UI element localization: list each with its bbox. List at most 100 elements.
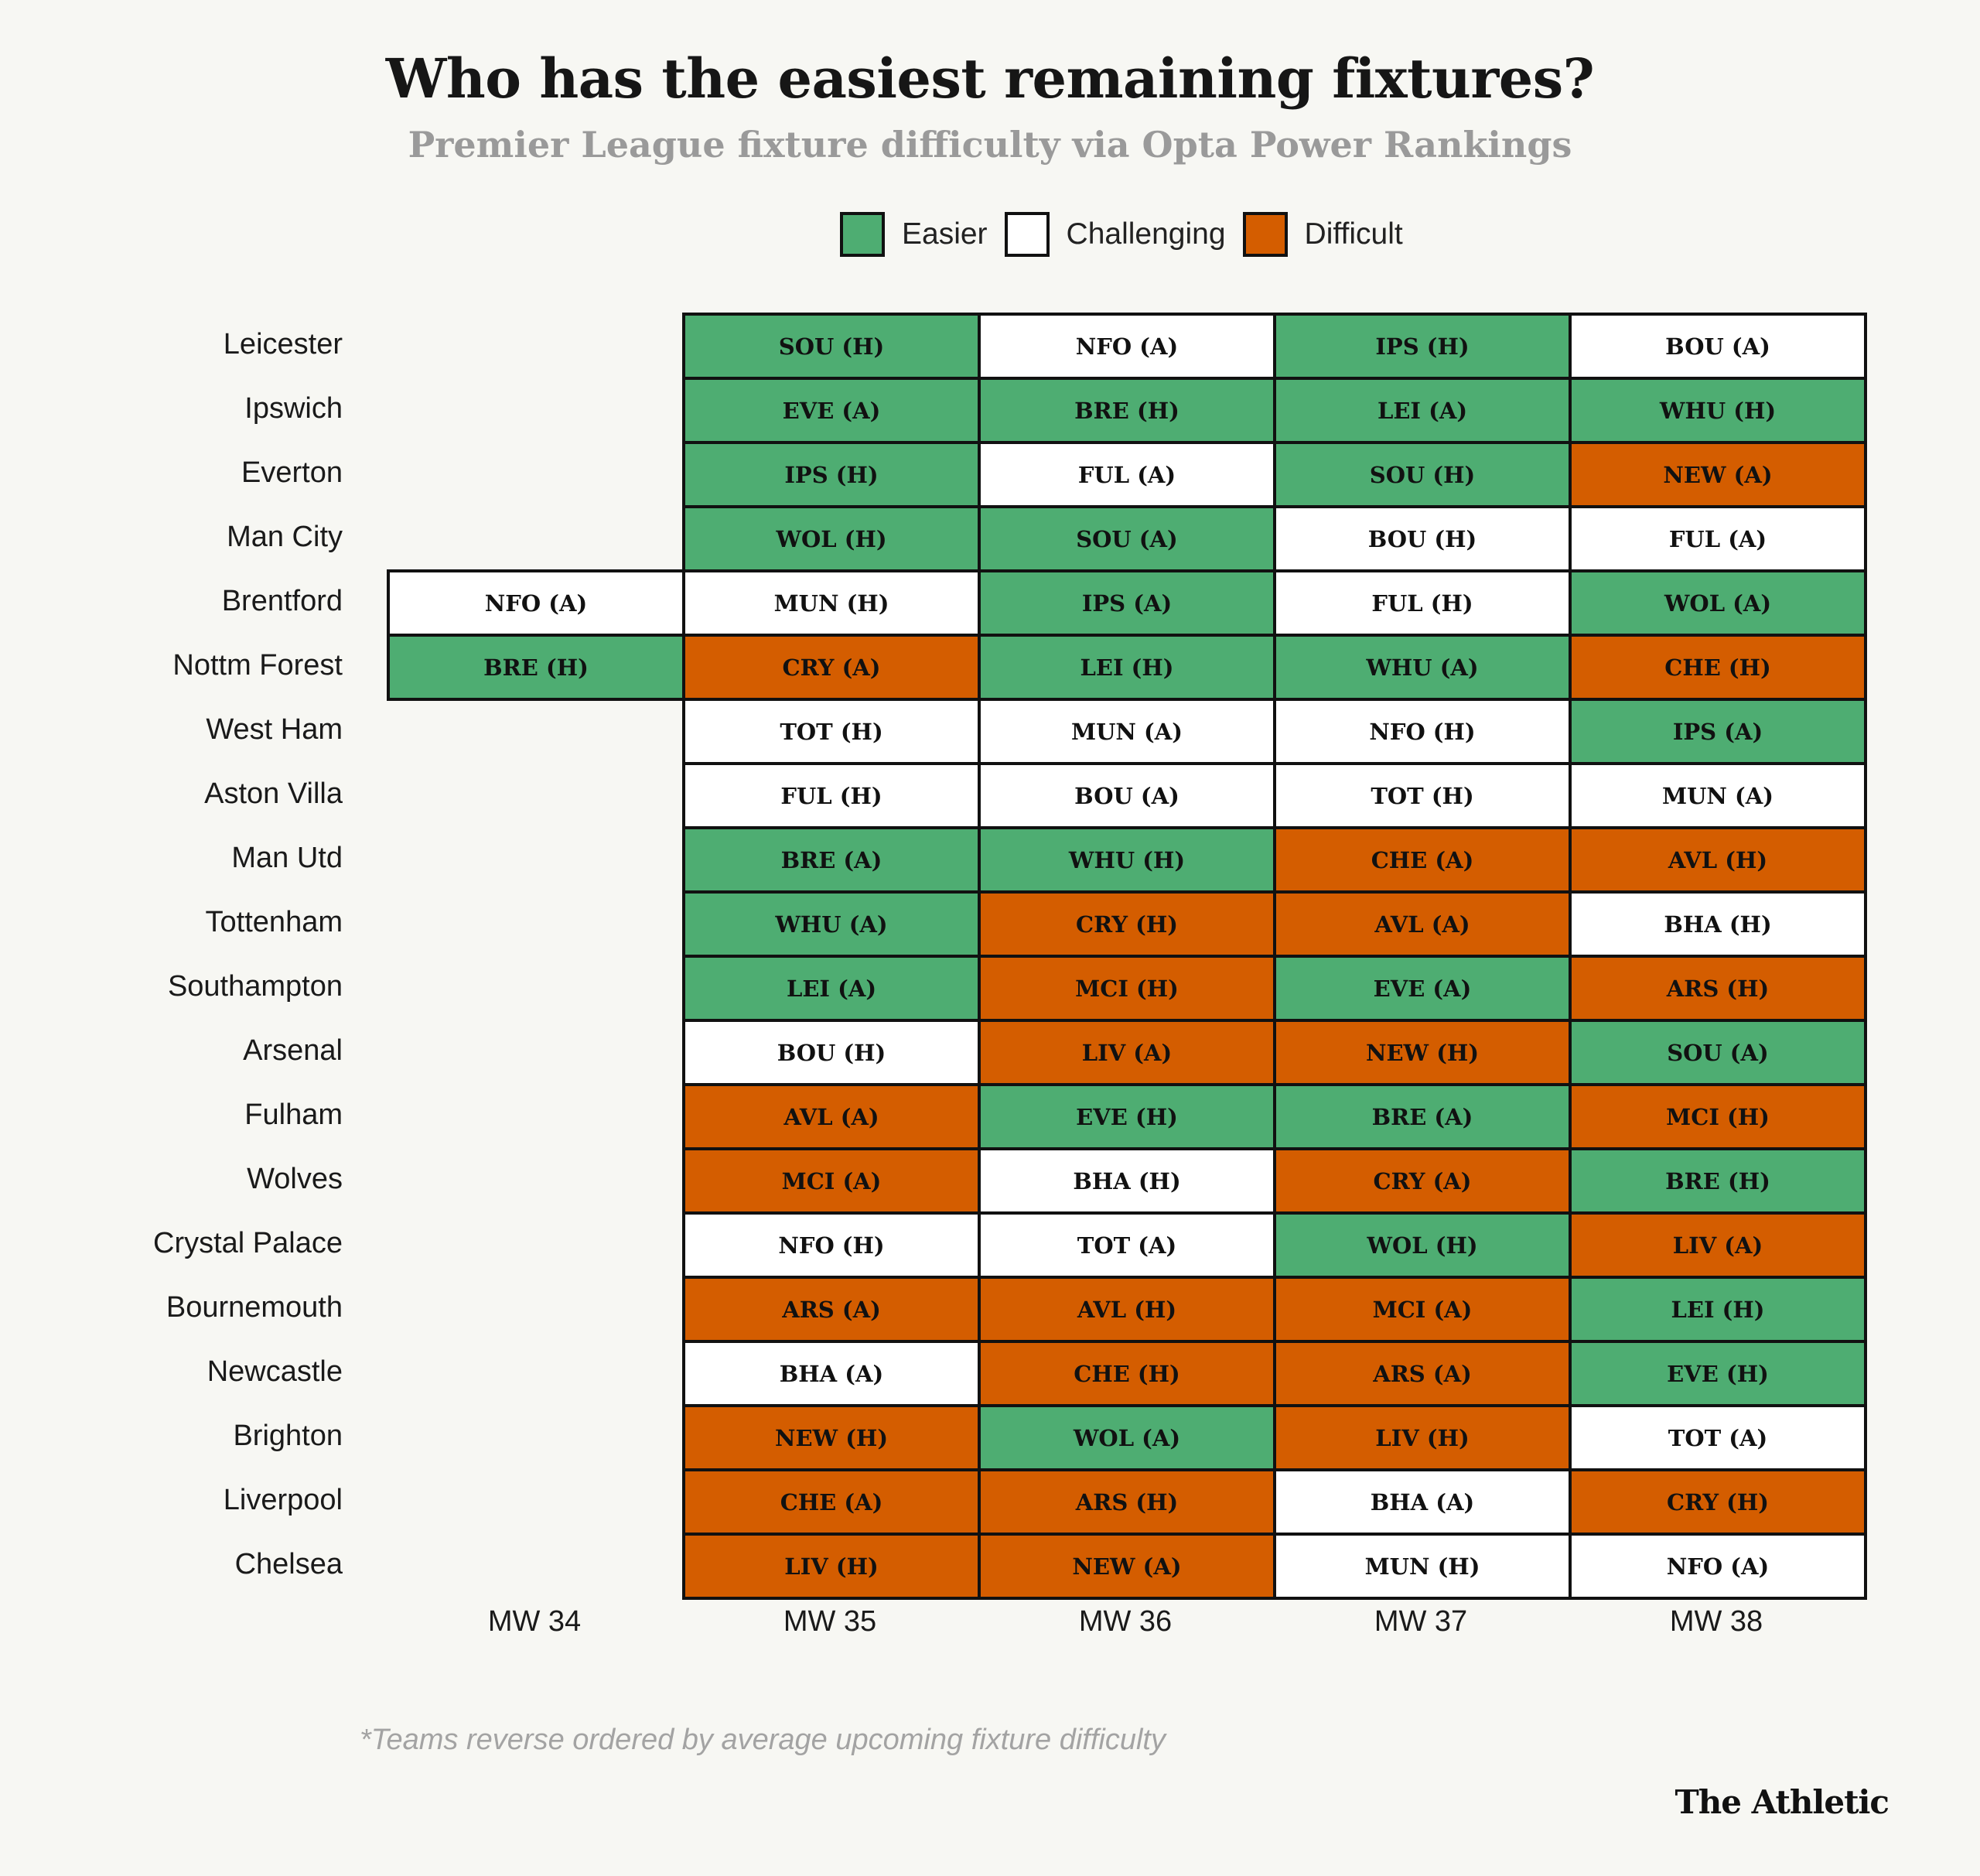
team-label: Leicester — [223, 328, 343, 361]
fixture-cell: MCI (A) — [1273, 1276, 1572, 1343]
fixture-cell: NFO (H) — [682, 1211, 981, 1279]
fixture-cell: MUN (H) — [1273, 1533, 1572, 1600]
matchweek-label: MW 34 — [487, 1605, 582, 1638]
fixture-cell: WOL (A) — [1569, 569, 1867, 637]
fixture-cell: WHU (H) — [1569, 377, 1867, 444]
fixture-cell: BOU (A) — [1569, 313, 1867, 380]
fixture-cell: SOU (H) — [1273, 441, 1572, 508]
team-label: Man Utd — [231, 842, 343, 874]
legend-swatch-easier — [840, 212, 885, 257]
chart-title: Who has the easiest remaining fixtures? — [385, 46, 1595, 111]
fixture-cell: EVE (H) — [978, 1083, 1276, 1150]
fixture-cell: BHA (A) — [682, 1340, 981, 1407]
team-label: Aston Villa — [204, 777, 343, 810]
fixture-cell: SOU (A) — [978, 505, 1276, 572]
fixture-cell: BRE (A) — [1273, 1083, 1572, 1150]
team-label: Crystal Palace — [153, 1227, 343, 1259]
fixture-cell: ARS (A) — [1273, 1340, 1572, 1407]
fixture-cell: NFO (H) — [1273, 698, 1572, 765]
team-label: Liverpool — [223, 1484, 343, 1516]
fixture-cell: BRE (H) — [387, 634, 685, 701]
fixture-cell: BRE (H) — [978, 377, 1276, 444]
fixture-cell: CRY (A) — [682, 634, 981, 701]
fixture-cell: TOT (A) — [1569, 1404, 1867, 1471]
team-label: Bournemouth — [166, 1291, 343, 1324]
brand-logo: The Athletic — [1674, 1783, 1890, 1821]
fixture-cell: MUN (A) — [1569, 762, 1867, 829]
matchweek-label: MW 36 — [1078, 1605, 1173, 1638]
fixture-cell: CRY (H) — [1569, 1468, 1867, 1536]
legend-label: Difficult — [1304, 217, 1403, 251]
fixture-cell: IPS (H) — [1273, 313, 1572, 380]
fixture-cell: IPS (A) — [1569, 698, 1867, 765]
fixture-cell: NEW (A) — [1569, 441, 1867, 508]
team-label: Tottenham — [205, 906, 343, 938]
fixture-cell: LEI (H) — [978, 634, 1276, 701]
fixture-cell: WHU (H) — [978, 826, 1276, 894]
fixture-cell: SOU (H) — [682, 313, 981, 380]
fixture-cell: WOL (H) — [682, 505, 981, 572]
fixture-cell: LEI (H) — [1569, 1276, 1867, 1343]
fixture-cell: SOU (A) — [1569, 1019, 1867, 1086]
chart-subtitle: Premier League fixture difficulty via Op… — [408, 124, 1572, 166]
fixture-cell: WOL (A) — [978, 1404, 1276, 1471]
fixture-cell: FUL (H) — [682, 762, 981, 829]
fixture-cell: LEI (A) — [1273, 377, 1572, 444]
team-label: Arsenal — [243, 1034, 343, 1067]
fixture-cell: CRY (A) — [1273, 1147, 1572, 1215]
fixture-cell: MCI (H) — [1569, 1083, 1867, 1150]
fixture-cell: ARS (H) — [978, 1468, 1276, 1536]
team-label: Fulham — [244, 1099, 343, 1131]
fixture-cell: MCI (A) — [682, 1147, 981, 1215]
legend-swatch-challenging — [1004, 212, 1050, 257]
team-label: Chelsea — [234, 1548, 343, 1580]
fixture-cell: FUL (A) — [1569, 505, 1867, 572]
fixture-cell: TOT (H) — [682, 698, 981, 765]
fixture-cell: CHE (H) — [1569, 634, 1867, 701]
matchweek-label: MW 37 — [1374, 1605, 1468, 1638]
fixture-cell: NEW (H) — [1273, 1019, 1572, 1086]
fixture-cell: TOT (H) — [1273, 762, 1572, 829]
matchweek-label: MW 35 — [783, 1605, 877, 1638]
fixture-cell: EVE (A) — [1273, 955, 1572, 1022]
fixture-cell: WHU (A) — [682, 890, 981, 958]
fixture-cell: LIV (H) — [1273, 1404, 1572, 1471]
fixture-cell: TOT (A) — [978, 1211, 1276, 1279]
fixture-cell: BHA (A) — [1273, 1468, 1572, 1536]
team-label: West Ham — [206, 713, 343, 746]
fixture-cell: WHU (A) — [1273, 634, 1572, 701]
fixture-cell: BOU (A) — [978, 762, 1276, 829]
fixture-cell: AVL (H) — [978, 1276, 1276, 1343]
legend: Easier Challenging Difficult — [840, 209, 1420, 260]
fixture-cell: AVL (H) — [1569, 826, 1867, 894]
legend-label: Easier — [902, 217, 988, 251]
fixture-cell: LIV (A) — [978, 1019, 1276, 1086]
fixture-cell: FUL (H) — [1273, 569, 1572, 637]
legend-swatch-difficult — [1242, 212, 1288, 257]
legend-item-difficult: Difficult — [1242, 212, 1403, 257]
fixture-cell: BRE (A) — [682, 826, 981, 894]
footnote: *Teams reverse ordered by average upcomi… — [360, 1724, 1166, 1756]
legend-item-easier: Easier — [840, 212, 988, 257]
fixture-cell: NFO (A) — [387, 569, 685, 637]
fixture-cell: MUN (H) — [682, 569, 981, 637]
team-label: Southampton — [167, 970, 343, 1003]
team-label: Wolves — [247, 1163, 343, 1195]
fixture-cell: BHA (H) — [1569, 890, 1867, 958]
fixture-cell: LIV (H) — [682, 1533, 981, 1600]
fixture-cell: LEI (A) — [682, 955, 981, 1022]
fixture-cell: IPS (A) — [978, 569, 1276, 637]
matchweek-label: MW 38 — [1669, 1605, 1763, 1638]
fixture-cell: NFO (A) — [1569, 1533, 1867, 1600]
fixture-cell: CRY (H) — [978, 890, 1276, 958]
fixture-cell: AVL (A) — [1273, 890, 1572, 958]
team-label: Brentford — [221, 585, 343, 617]
fixture-cell: LIV (A) — [1569, 1211, 1867, 1279]
fixture-cell: ARS (H) — [1569, 955, 1867, 1022]
fixture-cell: NEW (A) — [978, 1533, 1276, 1600]
team-label: Newcastle — [207, 1355, 343, 1388]
team-label: Man City — [227, 521, 343, 553]
fixture-cell: WOL (H) — [1273, 1211, 1572, 1279]
fixture-cell: EVE (H) — [1569, 1340, 1867, 1407]
fixture-cell: CHE (A) — [682, 1468, 981, 1536]
